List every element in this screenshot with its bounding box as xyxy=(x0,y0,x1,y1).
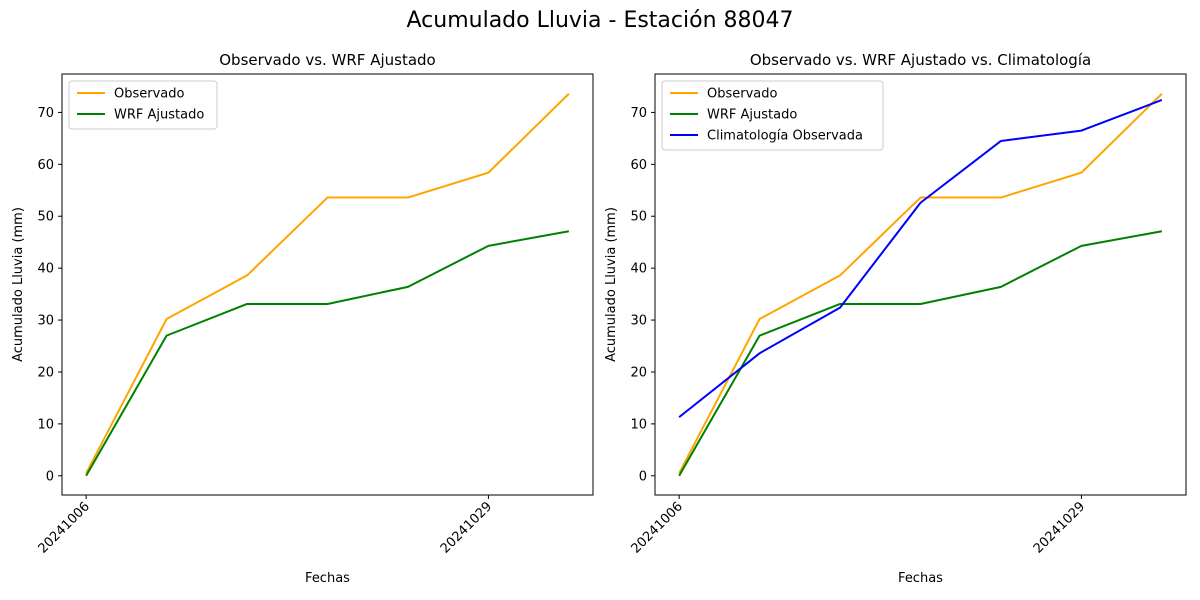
x-tick-label: 20241006 xyxy=(36,499,93,556)
y-tick-label: 20 xyxy=(630,365,647,380)
series-line-1 xyxy=(678,93,1163,474)
y-tick-label: 60 xyxy=(37,158,54,173)
series-line-1 xyxy=(85,93,570,474)
y-tick-label: 20 xyxy=(37,365,54,380)
subplot-title: Observado vs. WRF Ajustado xyxy=(219,51,435,69)
x-axis-label: Fechas xyxy=(305,571,350,586)
y-tick-label: 0 xyxy=(46,469,54,484)
y-axis-label: Acumulado Lluvia (mm) xyxy=(11,207,26,362)
legend-label: WRF Ajustado xyxy=(707,108,797,123)
legend: Observado WRF Ajustado Climatología Observ… xyxy=(661,80,884,151)
subplot-2: Observado vs. WRF Ajustado vs. Climatolo… xyxy=(604,51,1187,586)
y-tick-label: 40 xyxy=(37,262,54,277)
y-tick-label: 10 xyxy=(630,417,647,432)
y-tick-label: 70 xyxy=(37,106,54,121)
y-tick-label: 0 xyxy=(639,469,647,484)
y-axis-label: Acumulado Lluvia (mm) xyxy=(604,207,619,362)
x-tick-label: 20241029 xyxy=(438,499,495,556)
y-tick-label: 60 xyxy=(630,158,647,173)
y-tick-label: 40 xyxy=(630,262,647,277)
y-tick-label: 10 xyxy=(37,417,54,432)
subplot-title: Observado vs. WRF Ajustado vs. Climatolo… xyxy=(750,51,1091,69)
x-tick-label: 20241029 xyxy=(1031,499,1088,556)
legend-label: Observado xyxy=(114,87,185,102)
legend-label: Climatología Observada xyxy=(707,129,863,144)
series-line-3 xyxy=(678,99,1163,418)
figure-title: Acumulado Lluvia - Estación 88047 xyxy=(406,8,794,33)
axes-frame xyxy=(61,73,594,496)
legend-frame xyxy=(68,80,218,130)
y-tick-label: 50 xyxy=(37,210,54,225)
legend-label: WRF Ajustado xyxy=(114,108,204,123)
series-line-2 xyxy=(678,230,1163,477)
y-tick-label: 70 xyxy=(630,106,647,121)
y-tick-label: 30 xyxy=(37,314,54,329)
legend-label: Observado xyxy=(707,87,778,102)
legend-frame xyxy=(661,80,884,151)
legend: Observado WRF Ajustado xyxy=(68,80,218,130)
x-tick-label: 20241006 xyxy=(629,499,686,556)
axes-frame xyxy=(654,73,1187,496)
y-tick-label: 50 xyxy=(630,210,647,225)
subplot-1: Observado vs. WRF Ajustado 0 10 20 30 40 50 60 7… xyxy=(11,51,594,586)
series-line-2 xyxy=(85,230,570,477)
x-axis-label: Fechas xyxy=(898,571,943,586)
y-tick-label: 30 xyxy=(630,314,647,329)
